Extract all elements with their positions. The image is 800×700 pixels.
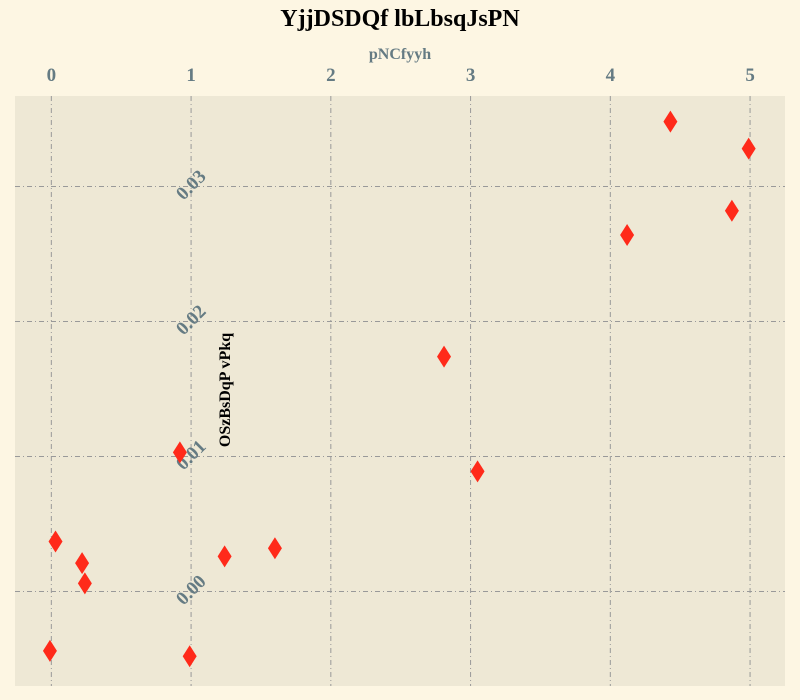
data-point — [267, 537, 282, 560]
x-tick-label: 2 — [326, 65, 336, 86]
data-point — [77, 572, 92, 595]
data-point — [75, 552, 90, 575]
data-point — [724, 199, 739, 222]
data-points — [42, 110, 756, 668]
data-point — [437, 345, 452, 368]
x-tick-labels: 0 1 2 3 4 5 — [47, 65, 755, 86]
y-axis-label: OSzBsDqP vPkq — [217, 333, 234, 447]
x-tick-label: 1 — [186, 65, 196, 86]
grid-lines — [15, 96, 785, 686]
data-point — [620, 224, 635, 247]
x-tick-label: 4 — [606, 65, 616, 86]
x-tick-label: 5 — [745, 65, 755, 86]
data-point — [217, 545, 232, 568]
data-point — [48, 530, 63, 553]
x-tick-label: 0 — [47, 65, 57, 86]
data-point — [741, 137, 756, 160]
data-point — [172, 441, 187, 464]
data-point — [470, 460, 485, 483]
data-point — [182, 645, 197, 668]
plot-area — [15, 96, 785, 686]
x-tick-label: 3 — [466, 65, 476, 86]
chart-title: YjjDSDQf lbLbsqJsPN — [280, 6, 520, 32]
data-point — [42, 639, 57, 662]
x-axis-label: pNCfyyh — [369, 46, 431, 63]
data-point — [663, 110, 678, 133]
